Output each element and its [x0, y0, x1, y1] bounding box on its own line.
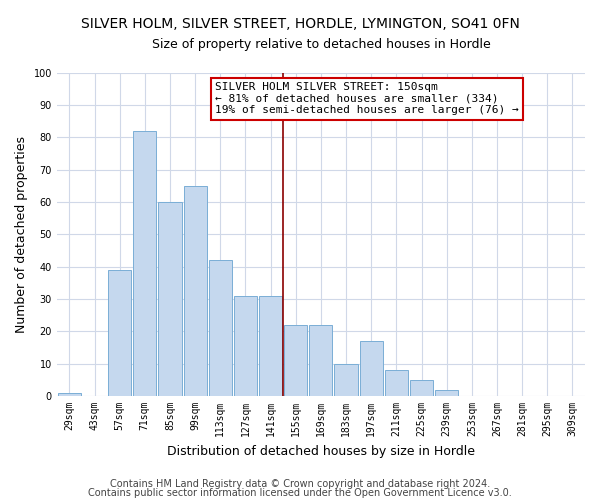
Text: Contains public sector information licensed under the Open Government Licence v3: Contains public sector information licen… — [88, 488, 512, 498]
Bar — [310, 325, 332, 396]
Y-axis label: Number of detached properties: Number of detached properties — [15, 136, 28, 333]
Bar — [133, 130, 157, 396]
Bar — [209, 260, 232, 396]
Text: SILVER HOLM SILVER STREET: 150sqm
← 81% of detached houses are smaller (334)
19%: SILVER HOLM SILVER STREET: 150sqm ← 81% … — [215, 82, 519, 116]
Bar — [410, 380, 433, 396]
Bar — [158, 202, 182, 396]
Text: Contains HM Land Registry data © Crown copyright and database right 2024.: Contains HM Land Registry data © Crown c… — [110, 479, 490, 489]
Bar — [108, 270, 131, 396]
Title: Size of property relative to detached houses in Hordle: Size of property relative to detached ho… — [152, 38, 490, 51]
Bar — [58, 393, 81, 396]
Bar — [334, 364, 358, 396]
X-axis label: Distribution of detached houses by size in Hordle: Distribution of detached houses by size … — [167, 444, 475, 458]
Bar — [284, 325, 307, 396]
Text: SILVER HOLM, SILVER STREET, HORDLE, LYMINGTON, SO41 0FN: SILVER HOLM, SILVER STREET, HORDLE, LYMI… — [80, 18, 520, 32]
Bar — [184, 186, 207, 396]
Bar — [385, 370, 408, 396]
Bar — [259, 296, 282, 396]
Bar — [435, 390, 458, 396]
Bar — [359, 341, 383, 396]
Bar — [234, 296, 257, 396]
